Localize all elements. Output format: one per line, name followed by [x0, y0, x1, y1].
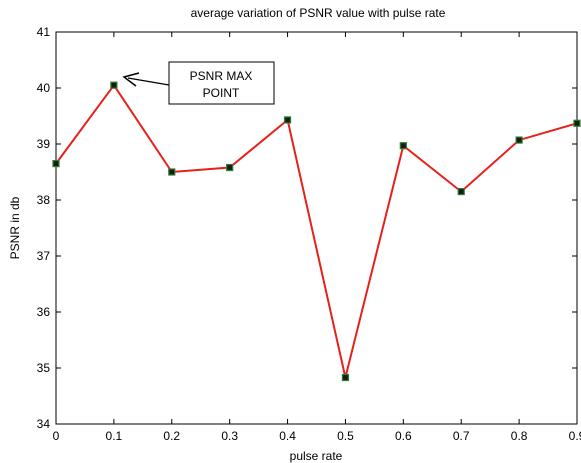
x-tick-label: 0.4	[279, 429, 296, 443]
y-axis-ticks: 34 35 36 37 38 39 40 41	[37, 25, 577, 431]
x-tick-label: 0.1	[106, 429, 123, 443]
y-tick-label: 36	[37, 305, 51, 319]
data-point-marker	[283, 116, 292, 124]
data-point-marker	[573, 119, 581, 127]
y-axis-title: PSNR in db	[8, 196, 22, 259]
annotation-arrow-head	[122, 72, 140, 87]
x-axis-title: pulse rate	[290, 449, 343, 463]
max-point-annotation: PSNR MAX POINT	[122, 61, 275, 105]
y-tick-label: 38	[37, 193, 51, 207]
data-point-marker	[168, 168, 176, 176]
data-point-marker	[52, 160, 60, 168]
annotation-box	[168, 61, 275, 105]
chart-title: average variation of PSNR value with pul…	[191, 6, 446, 20]
y-tick-label: 41	[37, 25, 51, 39]
x-tick-label: 0	[53, 429, 60, 443]
x-tick-label: 0.8	[511, 429, 528, 443]
data-point-markers	[52, 81, 581, 382]
x-tick-label: 0.5	[337, 429, 354, 443]
y-tick-label: 39	[37, 137, 51, 151]
x-tick-label: 0.2	[163, 429, 180, 443]
data-point-marker	[226, 163, 234, 172]
annotation-arrow-shaft	[127, 77, 170, 86]
psnr-series-line	[55, 83, 578, 378]
y-tick-label: 40	[37, 81, 51, 95]
data-point-marker	[457, 188, 465, 196]
y-tick-label: 35	[37, 361, 51, 375]
x-tick-label: 0.7	[453, 429, 470, 443]
x-tick-label: 0.3	[221, 429, 238, 443]
x-axis-ticks: 0 0.1 0.2 0.3 0.4 0.5 0.6 0.7 0.8 0.9	[53, 32, 581, 443]
y-tick-label: 37	[37, 249, 51, 263]
data-point-marker	[341, 373, 350, 382]
data-point-marker	[399, 142, 407, 150]
plot-frame	[55, 31, 578, 425]
y-tick-label: 34	[37, 417, 51, 431]
data-point-marker	[110, 81, 118, 89]
annotation-text-line-1: PSNR MAX	[190, 69, 253, 83]
x-tick-label: 0.9	[569, 429, 581, 443]
annotation-text-line-2: POINT	[203, 86, 240, 100]
x-tick-label: 0.6	[395, 429, 412, 443]
data-point-marker	[515, 136, 523, 144]
